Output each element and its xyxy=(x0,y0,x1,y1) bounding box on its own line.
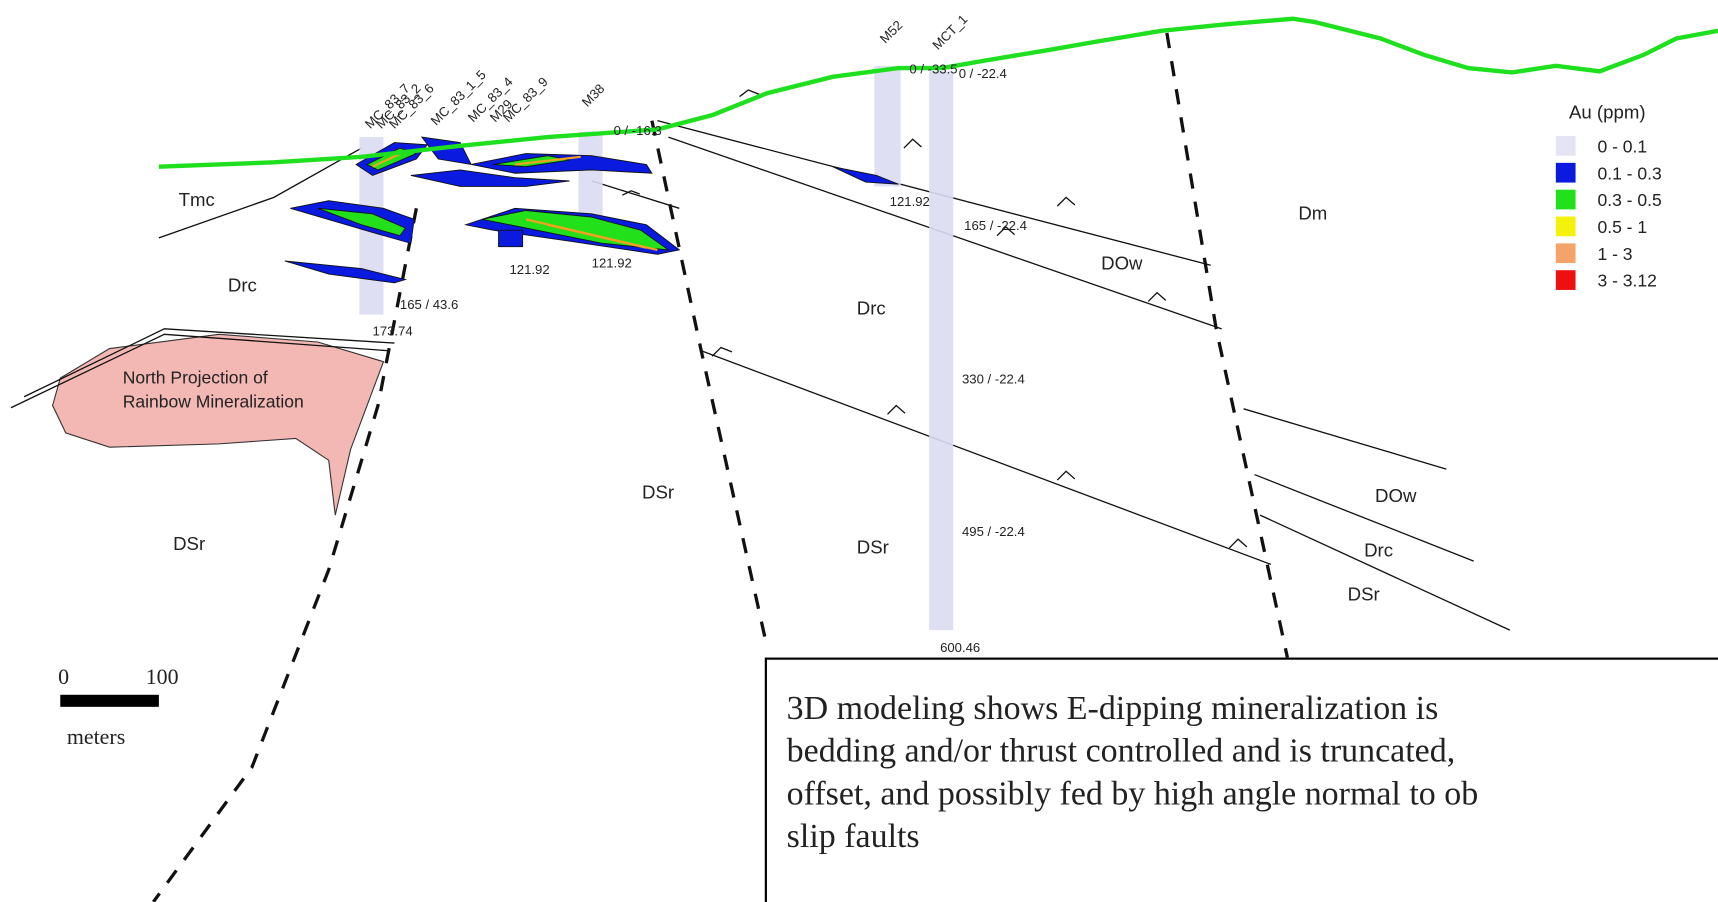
legend-swatch xyxy=(1556,217,1576,237)
depth-label: 0 / -33.5 xyxy=(909,62,957,77)
legend-title: Au (ppm) xyxy=(1569,101,1646,122)
legend-label: 1 - 3 xyxy=(1597,244,1632,264)
depth-label: 121.92 xyxy=(890,194,930,209)
note-line: 3D modeling shows E-dipping mineralizati… xyxy=(787,690,1439,727)
legend-swatch xyxy=(1556,190,1576,210)
depth-label: 173.74 xyxy=(373,323,413,338)
note-line: offset, and possibly fed by high angle n… xyxy=(787,775,1479,812)
projection-area xyxy=(53,334,384,515)
depth-label: 121.92 xyxy=(592,255,632,270)
unit-label: Tmc xyxy=(179,189,215,210)
legend-swatch xyxy=(1556,243,1576,263)
unit-label: DSr xyxy=(642,482,674,503)
scale-unit: meters xyxy=(67,724,125,749)
unit-label: Dm xyxy=(1298,202,1327,223)
unit-label: Drc xyxy=(228,275,257,296)
legend-label: 0.1 - 0.3 xyxy=(1597,163,1661,183)
legend-swatch xyxy=(1556,270,1576,290)
depth-label: 495 / -22.4 xyxy=(962,524,1025,539)
scale-bar xyxy=(60,695,159,707)
scale-start: 0 xyxy=(58,664,69,689)
legend-swatch xyxy=(1556,136,1576,156)
depth-label: 121.92 xyxy=(509,262,549,277)
unit-label: DSr xyxy=(173,533,205,554)
drill-hole-label: MCT_1 xyxy=(929,12,970,53)
unit-label: DOw xyxy=(1375,485,1417,506)
unit-label: DSr xyxy=(1348,584,1380,605)
note-line: bedding and/or thrust controlled and is … xyxy=(787,733,1456,770)
depth-label: 165 / -22.4 xyxy=(964,218,1027,233)
note-line: slip faults xyxy=(787,818,920,855)
unit-label: Drc xyxy=(857,298,886,319)
unit-label: DSr xyxy=(857,536,889,557)
legend-label: 0.5 - 1 xyxy=(1597,217,1647,237)
depth-label: 330 / -22.4 xyxy=(962,372,1025,387)
legend-label: 0.3 - 0.5 xyxy=(1597,190,1661,210)
depth-label: 600.46 xyxy=(940,640,980,655)
scale-end: 100 xyxy=(146,664,179,689)
depth-label: 165 / 43.6 xyxy=(400,297,458,312)
unit-label: DOw xyxy=(1101,253,1143,274)
depth-label: 0 / -22.4 xyxy=(959,66,1007,81)
drill-hole-label: M38 xyxy=(579,81,608,110)
legend-label: 3 - 3.12 xyxy=(1597,271,1656,291)
legend-label: 0 - 0.1 xyxy=(1597,136,1647,156)
drill-hole-label: M52 xyxy=(877,17,906,46)
depth-label: 0 / -16.3 xyxy=(614,123,662,138)
legend-swatch xyxy=(1556,163,1576,183)
unit-label: Drc xyxy=(1364,540,1393,561)
cross-section: Tmc Drc DSr Drc DSr DOw Dm DSr DOw Drc DSr North Pr… xyxy=(0,0,1718,902)
projection-label: North Projection of xyxy=(123,368,268,388)
projection-label: Rainbow Mineralization xyxy=(123,392,304,412)
page: { "units": ["Tmc", "Drc", "DSr", "Drc", … xyxy=(0,0,1718,902)
